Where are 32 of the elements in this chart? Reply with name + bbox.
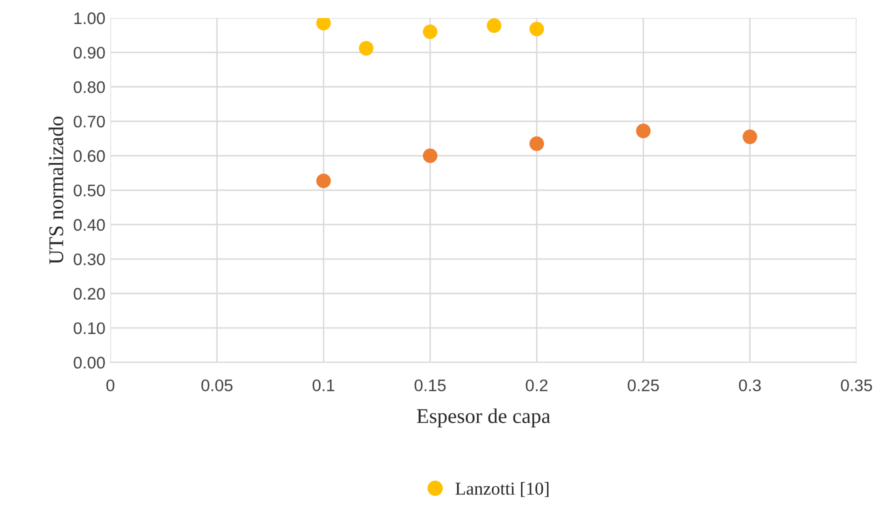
point [316,18,331,30]
y-tick-label: 0.60 [74,150,105,162]
point [486,18,502,33]
x-tick-label: 0.2 [526,379,548,392]
y-tick-label: 0.10 [74,322,105,334]
y-tick-label: 1.00 [74,12,105,24]
y-tick-label: 0.70 [74,116,105,128]
y-axis-title: UTS normalizado [48,116,64,264]
legend-label: Lanzotti [10] [456,482,548,497]
point [422,24,438,40]
x-tick-label: 0.05 [201,379,232,392]
y-tick-label: 0.00 [74,356,105,369]
point [358,41,374,56]
point [742,130,758,144]
y-tick-label: 0.80 [74,81,105,94]
point [529,22,544,36]
point [316,174,331,188]
x-tick-label: 0.35 [840,379,872,392]
x-tick-label: 0.3 [738,379,761,392]
y-tick-label: 0.40 [74,219,105,231]
y-tick-label: 0.90 [74,46,105,59]
x-tick-label: 0.15 [414,379,446,392]
y-tick-label: 0.30 [74,253,105,266]
x-tick-label: 0.1 [312,379,334,392]
x-tick-label: 0 [106,379,114,392]
x-axis-title: Espesor de capa [416,408,550,428]
y-tick-label: 0.20 [74,288,105,300]
point [422,148,438,164]
point [636,124,651,138]
point [529,136,544,151]
y-tick-label: 0.50 [74,184,105,196]
x-tick-label: 0.25 [628,379,659,392]
